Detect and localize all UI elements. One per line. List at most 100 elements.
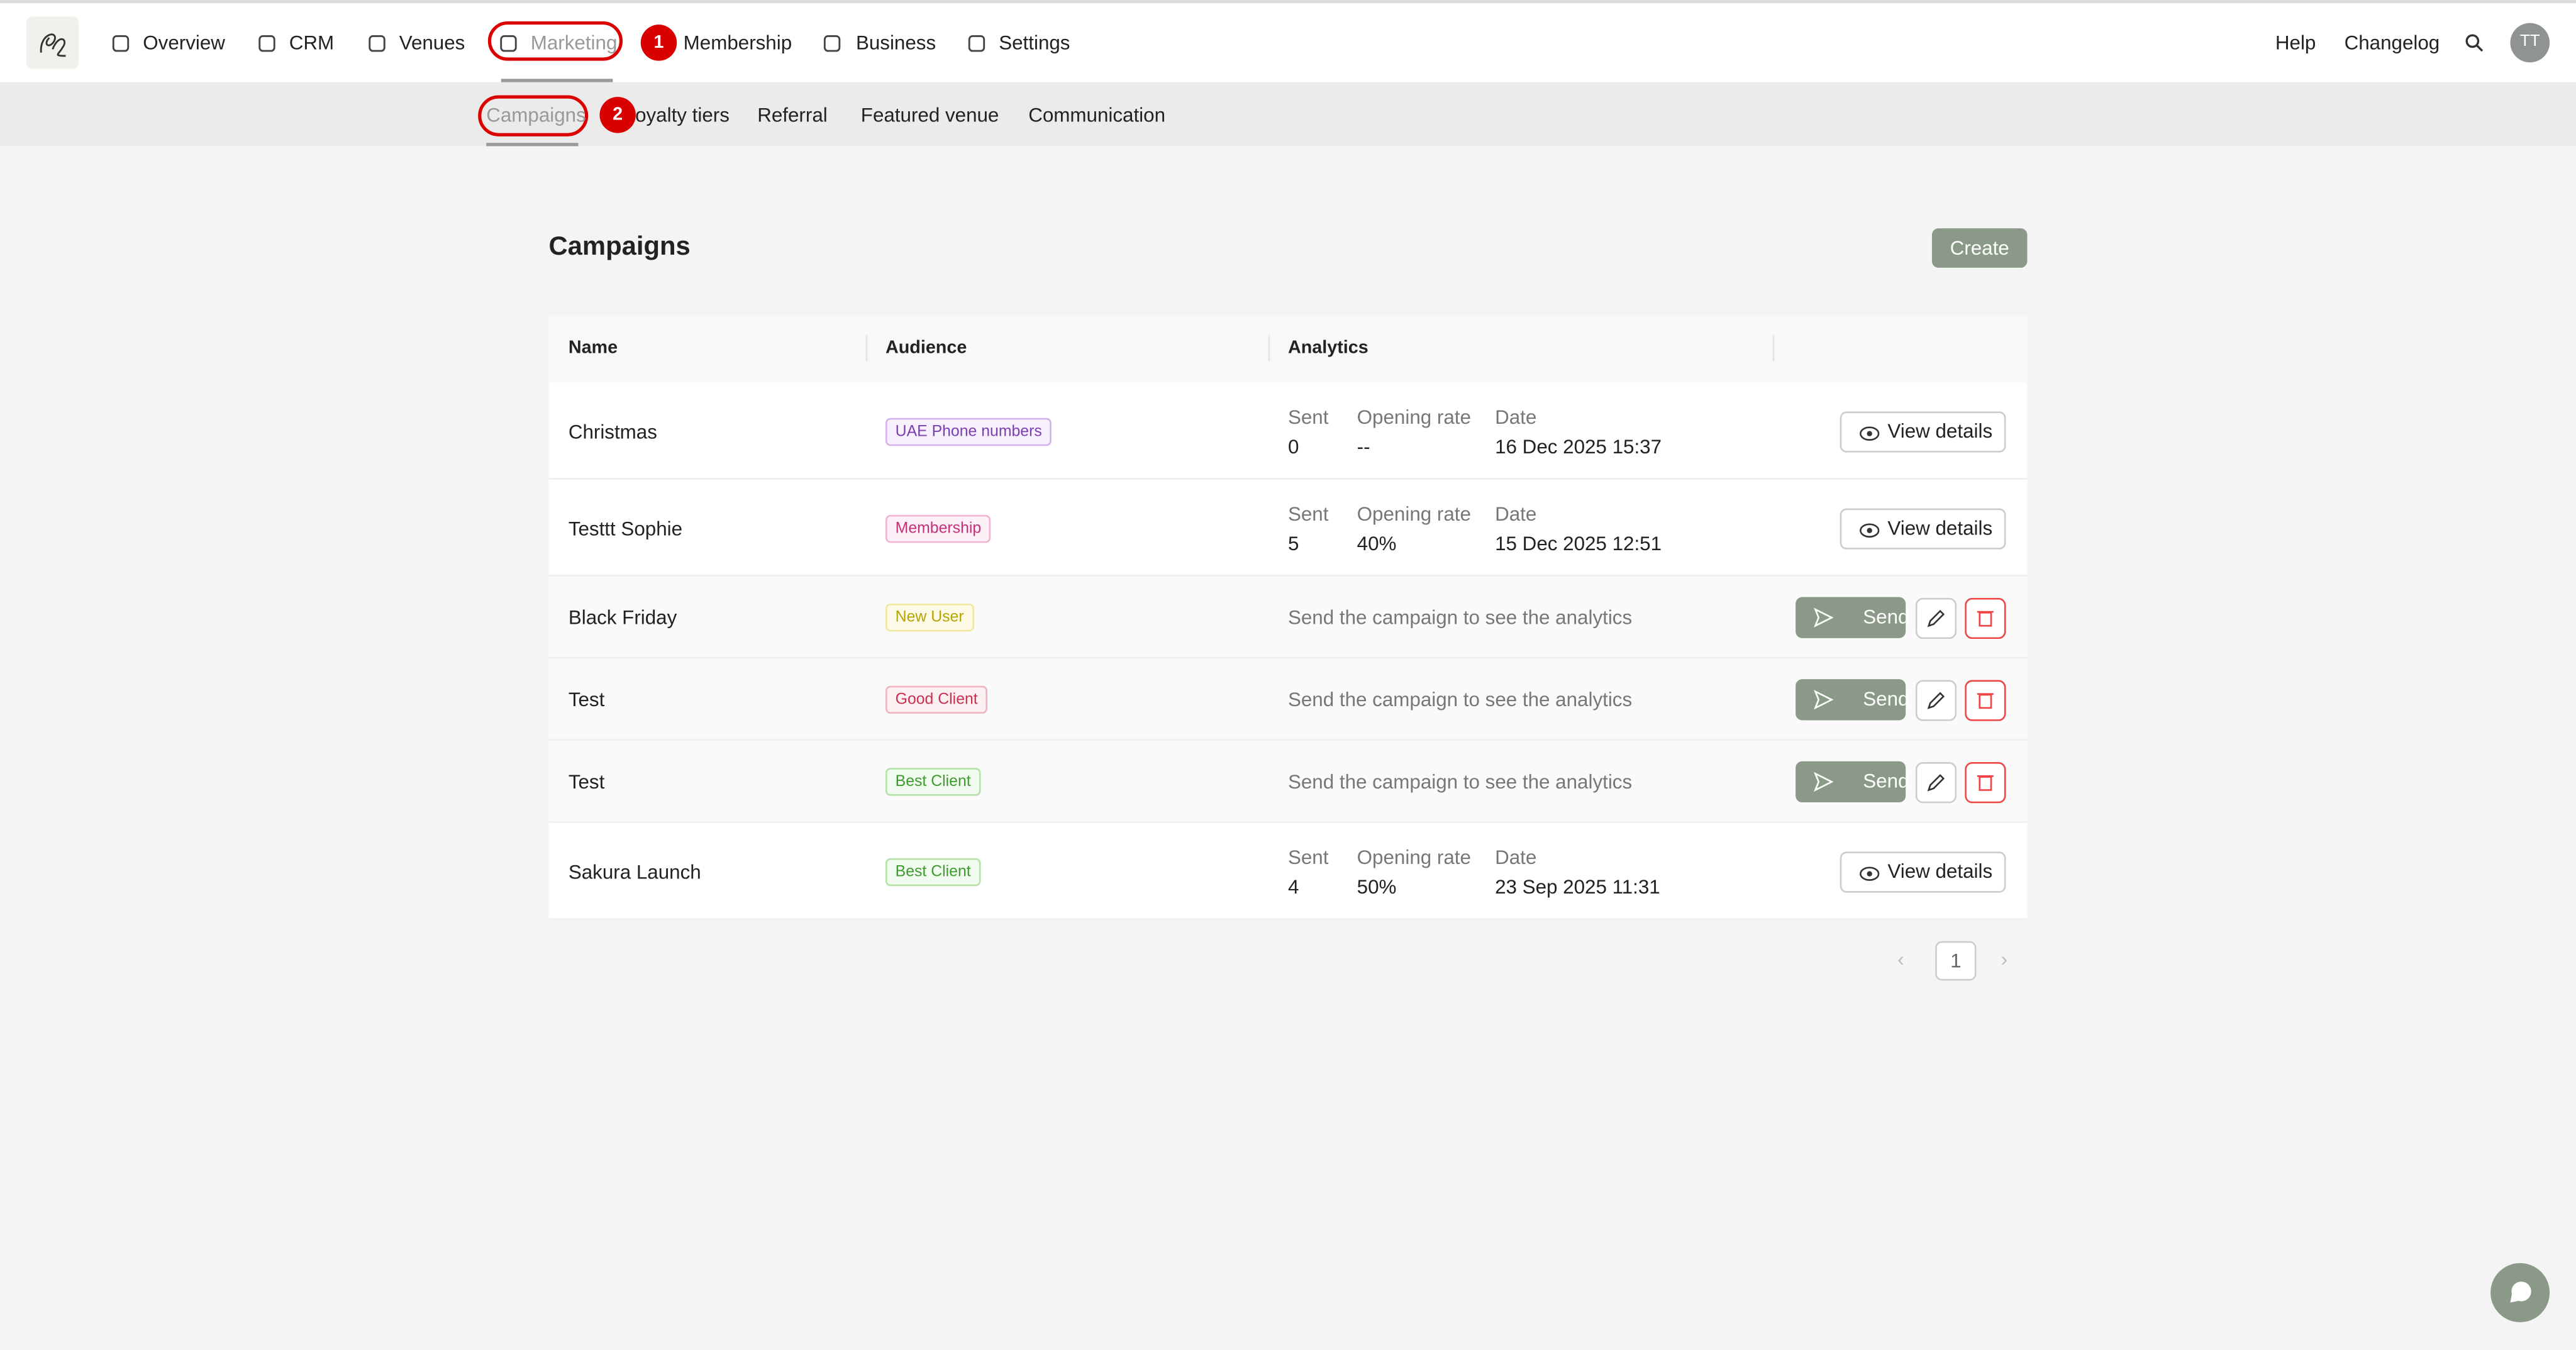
- highlight-ring: [487, 21, 623, 61]
- campaign-name: Test: [568, 770, 605, 794]
- audience-tag: New User: [885, 603, 974, 632]
- analytics-value: 0: [1287, 434, 1299, 458]
- analytics-value: 50%: [1357, 874, 1397, 898]
- chat-button[interactable]: [2490, 1263, 2550, 1322]
- delete-button[interactable]: [1965, 597, 2006, 643]
- page-title: Campaigns: [548, 233, 691, 262]
- analytics-label: Opening rate: [1357, 404, 1471, 428]
- nav-icon: [368, 35, 386, 58]
- active-underline: [501, 79, 613, 82]
- analytics-label: Opening rate: [1357, 502, 1471, 525]
- create-button[interactable]: Create: [1931, 228, 2028, 268]
- avatar[interactable]: TT: [2510, 23, 2550, 63]
- analytics-empty: Send the campaign to see the analytics: [1287, 770, 1633, 794]
- eye-icon: [1860, 863, 1880, 887]
- column-header: Audience: [885, 338, 967, 358]
- eye-icon: [1860, 423, 1880, 446]
- column-divider: [1772, 335, 1775, 362]
- column-divider: [1268, 335, 1270, 362]
- audience-tag: Best Client: [885, 857, 981, 885]
- column-header: Name: [568, 338, 618, 358]
- edit-button[interactable]: [1915, 761, 1957, 807]
- analytics-value: --: [1357, 434, 1370, 458]
- nav-item[interactable]: Marketing: [530, 31, 618, 55]
- nav-item[interactable]: Settings: [999, 31, 1070, 55]
- nav-icon: [258, 35, 276, 58]
- campaign-name: Black Friday: [568, 606, 677, 629]
- analytics-value: 5: [1287, 531, 1299, 555]
- column-divider: [865, 335, 868, 362]
- sub-bar: [0, 82, 2576, 147]
- step-badge: 1: [640, 25, 677, 61]
- nav-item[interactable]: Business: [855, 31, 936, 55]
- subnav-item[interactable]: Referral: [757, 103, 828, 127]
- analytics-value: 23 Sep 2025 11:31: [1495, 874, 1660, 898]
- analytics-label: Sent: [1287, 404, 1329, 428]
- table-row: [548, 576, 2028, 659]
- next-page[interactable]: ›: [2001, 948, 2008, 971]
- table-row: [548, 822, 2028, 920]
- analytics-value: 15 Dec 2025 12:51: [1495, 531, 1662, 555]
- audience-tag: Membership: [885, 514, 991, 543]
- step-badge: 2: [599, 97, 636, 133]
- send-icon: [1813, 690, 1834, 714]
- send-button[interactable]: Send: [1796, 679, 1909, 721]
- campaign-name: Test: [568, 688, 605, 712]
- edit-button[interactable]: [1915, 679, 1957, 725]
- nav-item[interactable]: CRM: [289, 31, 335, 55]
- campaign-name: Christmas: [568, 419, 657, 443]
- analytics-label: Sent: [1287, 844, 1329, 868]
- campaign-name: Sakura Launch: [568, 860, 701, 883]
- analytics-label: Date: [1495, 844, 1537, 868]
- analytics-label: Opening rate: [1357, 844, 1471, 868]
- logo[interactable]: [26, 16, 79, 69]
- campaign-name: Testtt Sophie: [568, 516, 683, 540]
- subnav-item[interactable]: Featured venue: [860, 103, 999, 127]
- subnav-item[interactable]: Loyalty tiers: [624, 103, 730, 127]
- nav-link[interactable]: Changelog: [2344, 31, 2440, 55]
- analytics-label: Date: [1495, 502, 1537, 525]
- nav-icon: [823, 35, 841, 58]
- nav-item[interactable]: Membership: [683, 31, 792, 55]
- nav-item[interactable]: Venues: [399, 31, 465, 55]
- nav-icon: [968, 35, 986, 58]
- subnav-item[interactable]: Communication: [1028, 103, 1166, 127]
- analytics-value: 4: [1287, 874, 1299, 898]
- delete-button[interactable]: [1965, 679, 2006, 725]
- send-icon: [1813, 772, 1834, 797]
- send-button[interactable]: Send: [1796, 597, 1909, 638]
- analytics-label: Sent: [1287, 502, 1329, 525]
- table-row: [548, 741, 2028, 823]
- top-border: [0, 0, 2576, 4]
- top-bar: [0, 3, 2576, 82]
- search-icon[interactable]: [2464, 33, 2484, 52]
- send-icon: [1813, 607, 1834, 633]
- column-header: Analytics: [1287, 338, 1368, 358]
- edit-button[interactable]: [1915, 597, 1957, 643]
- table-header: [548, 315, 2028, 385]
- audience-tag: Good Client: [885, 685, 988, 714]
- audience-tag: UAE Phone numbers: [885, 417, 1052, 445]
- analytics-value: 40%: [1357, 531, 1397, 555]
- table-row: [548, 382, 2028, 480]
- eye-icon: [1860, 520, 1880, 543]
- page-button[interactable]: 1: [1935, 941, 1977, 981]
- nav-link[interactable]: Help: [2275, 31, 2316, 55]
- prev-page[interactable]: ‹: [1897, 948, 1904, 971]
- active-underline: [486, 143, 579, 147]
- analytics-label: Date: [1495, 404, 1537, 428]
- analytics-empty: Send the campaign to see the analytics: [1287, 688, 1633, 712]
- delete-button[interactable]: [1965, 761, 2006, 807]
- table-row: [548, 658, 2028, 741]
- subnav-item[interactable]: Campaigns: [486, 103, 586, 127]
- analytics-empty: Send the campaign to see the analytics: [1287, 606, 1633, 629]
- nav-icon: [499, 35, 518, 58]
- nav-item[interactable]: Overview: [143, 31, 225, 55]
- highlight-ring: [478, 95, 589, 136]
- nav-icon: [112, 35, 130, 58]
- audience-tag: Best Client: [885, 768, 981, 796]
- table-row: [548, 479, 2028, 577]
- send-button[interactable]: Send: [1796, 761, 1909, 803]
